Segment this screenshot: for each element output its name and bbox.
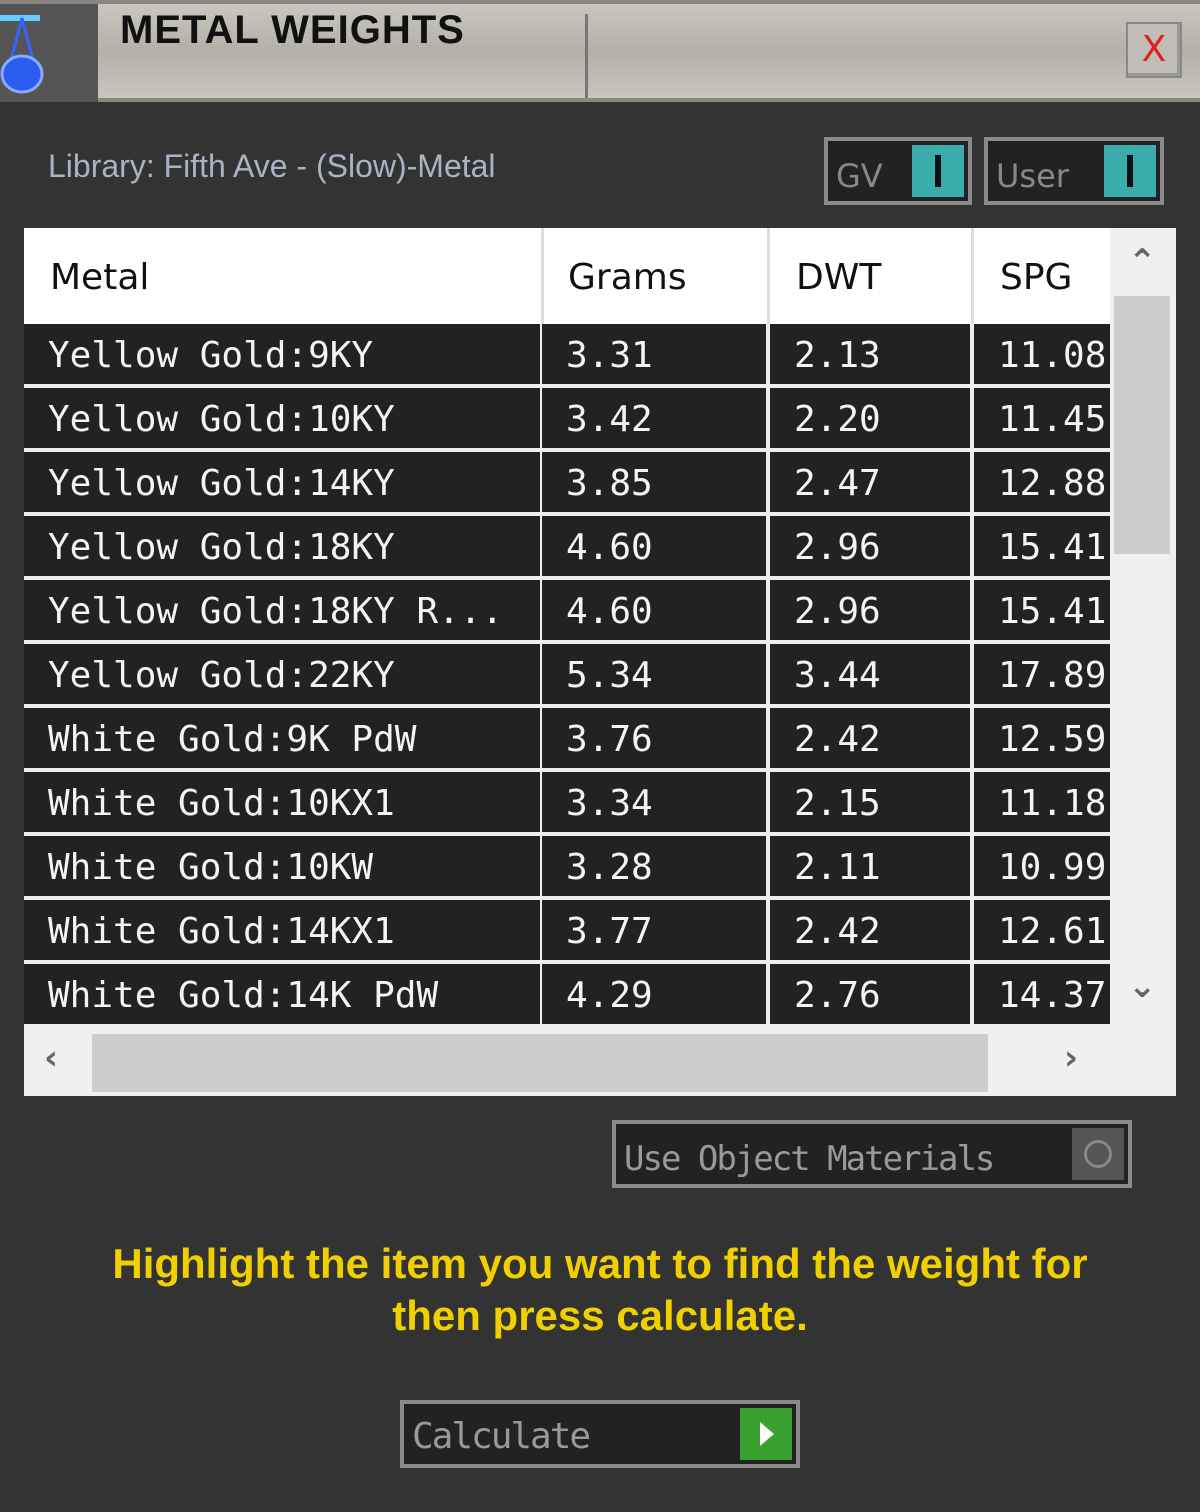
radio-off-icon bbox=[1072, 1128, 1124, 1180]
cell-metal: White Gold:10KX1 bbox=[24, 772, 544, 832]
cell-grams: 3.76 bbox=[542, 708, 770, 768]
cell-grams: 3.77 bbox=[542, 900, 770, 960]
table-row[interactable]: White Gold:10KX1 3.34 2.15 11.18 bbox=[24, 772, 1110, 836]
table-row[interactable]: Yellow Gold:10KY 3.42 2.20 11.45 bbox=[24, 388, 1110, 452]
column-header-spg[interactable]: SPG bbox=[1000, 257, 1073, 298]
cell-spg: 15.41 bbox=[974, 580, 1110, 640]
metal-table[interactable]: Metal Grams DWT SPG Yellow Gold:9KY 3.31 2… bbox=[24, 228, 1176, 1096]
cell-spg: 12.88 bbox=[974, 452, 1110, 512]
scroll-right-icon[interactable]: › bbox=[1064, 1038, 1079, 1078]
use-object-materials-toggle[interactable]: Use Object Materials bbox=[612, 1120, 1132, 1188]
cell-grams: 3.34 bbox=[542, 772, 770, 832]
cell-dwt: 2.42 bbox=[770, 900, 974, 960]
cell-spg: 11.18 bbox=[974, 772, 1110, 832]
window-title: METAL WEIGHTS bbox=[120, 8, 465, 52]
cell-grams: 3.28 bbox=[542, 836, 770, 896]
cell-metal: Yellow Gold:18KY bbox=[24, 516, 544, 576]
table-body: Yellow Gold:9KY 3.31 2.13 11.08 Yellow Gold:… bbox=[24, 324, 1110, 1024]
toggle-on-indicator bbox=[912, 145, 964, 197]
cell-metal: White Gold:14KX1 bbox=[24, 900, 544, 960]
horizontal-scrollbar[interactable]: ‹ › bbox=[24, 1028, 1176, 1096]
cell-spg: 12.59 bbox=[974, 708, 1110, 768]
cell-metal: Yellow Gold:10KY bbox=[24, 388, 544, 448]
cell-dwt: 2.47 bbox=[770, 452, 974, 512]
cell-spg: 12.61 bbox=[974, 900, 1110, 960]
cell-dwt: 2.13 bbox=[770, 324, 974, 384]
table-row[interactable]: Yellow Gold:18KY R... 4.60 2.96 15.41 bbox=[24, 580, 1110, 644]
cell-dwt: 2.20 bbox=[770, 388, 974, 448]
user-toggle-label: User bbox=[996, 157, 1069, 195]
cell-spg: 11.45 bbox=[974, 388, 1110, 448]
instruction-text: Highlight the item you want to find the … bbox=[112, 1240, 1088, 1339]
scale-logo-icon bbox=[0, 4, 98, 102]
vertical-scrollbar[interactable]: ⌃ ⌄ bbox=[1110, 228, 1176, 1028]
cell-spg: 17.89 bbox=[974, 644, 1110, 704]
cell-grams: 3.31 bbox=[542, 324, 770, 384]
cell-metal: Yellow Gold:9KY bbox=[24, 324, 544, 384]
cell-spg: 10.99 bbox=[974, 836, 1110, 896]
cell-grams: 4.60 bbox=[542, 516, 770, 576]
cell-grams: 4.29 bbox=[542, 964, 770, 1024]
calculate-label: Calculate bbox=[412, 1416, 591, 1457]
cell-spg: 14.37 bbox=[974, 964, 1110, 1024]
cell-spg: 11.08 bbox=[974, 324, 1110, 384]
table-row[interactable]: Yellow Gold:14KY 3.85 2.47 12.88 bbox=[24, 452, 1110, 516]
cell-grams: 3.85 bbox=[542, 452, 770, 512]
cell-metal: Yellow Gold:18KY R... bbox=[24, 580, 544, 640]
table-row[interactable]: White Gold:9K PdW 3.76 2.42 12.59 bbox=[24, 708, 1110, 772]
scroll-up-icon[interactable]: ⌃ bbox=[1128, 242, 1157, 282]
cell-spg: 15.41 bbox=[974, 516, 1110, 576]
cell-metal: Yellow Gold:14KY bbox=[24, 452, 544, 512]
use-object-materials-label: Use Object Materials bbox=[624, 1139, 995, 1179]
cell-metal: White Gold:9K PdW bbox=[24, 708, 544, 768]
cell-grams: 3.42 bbox=[542, 388, 770, 448]
user-toggle[interactable]: User bbox=[984, 137, 1164, 205]
horizontal-scroll-thumb[interactable] bbox=[92, 1034, 988, 1092]
column-header-metal[interactable]: Metal bbox=[24, 228, 544, 324]
cell-dwt: 2.96 bbox=[770, 580, 974, 640]
column-header-dwt[interactable]: DWT bbox=[770, 228, 974, 324]
cell-metal: Yellow Gold:22KY bbox=[24, 644, 544, 704]
gv-toggle[interactable]: GV bbox=[824, 137, 972, 205]
cell-dwt: 2.76 bbox=[770, 964, 974, 1024]
scroll-down-icon[interactable]: ⌄ bbox=[1128, 966, 1157, 1006]
table-row[interactable]: Yellow Gold:9KY 3.31 2.13 11.08 bbox=[24, 324, 1110, 388]
library-label: Library: Fifth Ave - (Slow)-Metal bbox=[48, 148, 496, 184]
table-row[interactable]: Yellow Gold:18KY 4.60 2.96 15.41 bbox=[24, 516, 1110, 580]
play-icon bbox=[740, 1408, 792, 1460]
cell-dwt: 2.11 bbox=[770, 836, 974, 896]
table-row[interactable]: White Gold:14KX1 3.77 2.42 12.61 bbox=[24, 900, 1110, 964]
cell-dwt: 2.15 bbox=[770, 772, 974, 832]
calculate-button[interactable]: Calculate bbox=[400, 1400, 800, 1468]
table-row[interactable]: White Gold:14K PdW 4.29 2.76 14.37 bbox=[24, 964, 1110, 1024]
scroll-left-icon[interactable]: ‹ bbox=[44, 1038, 59, 1078]
table-header: Metal Grams DWT SPG bbox=[24, 228, 1110, 324]
cell-grams: 5.34 bbox=[542, 644, 770, 704]
title-divider bbox=[585, 14, 588, 98]
title-bar[interactable]: METAL WEIGHTS X bbox=[0, 0, 1200, 102]
column-header-grams[interactable]: Grams bbox=[542, 228, 770, 324]
table-row[interactable]: White Gold:10KW 3.28 2.11 10.99 bbox=[24, 836, 1110, 900]
cell-grams: 4.60 bbox=[542, 580, 770, 640]
toggle-on-indicator bbox=[1104, 145, 1156, 197]
cell-dwt: 2.42 bbox=[770, 708, 974, 768]
cell-metal: White Gold:14K PdW bbox=[24, 964, 544, 1024]
vertical-scroll-thumb[interactable] bbox=[1114, 296, 1170, 554]
close-button[interactable]: X bbox=[1126, 22, 1182, 78]
cell-metal: White Gold:10KW bbox=[24, 836, 544, 896]
gv-toggle-label: GV bbox=[836, 157, 883, 195]
cell-dwt: 3.44 bbox=[770, 644, 974, 704]
table-row[interactable]: Yellow Gold:22KY 5.34 3.44 17.89 bbox=[24, 644, 1110, 708]
cell-dwt: 2.96 bbox=[770, 516, 974, 576]
